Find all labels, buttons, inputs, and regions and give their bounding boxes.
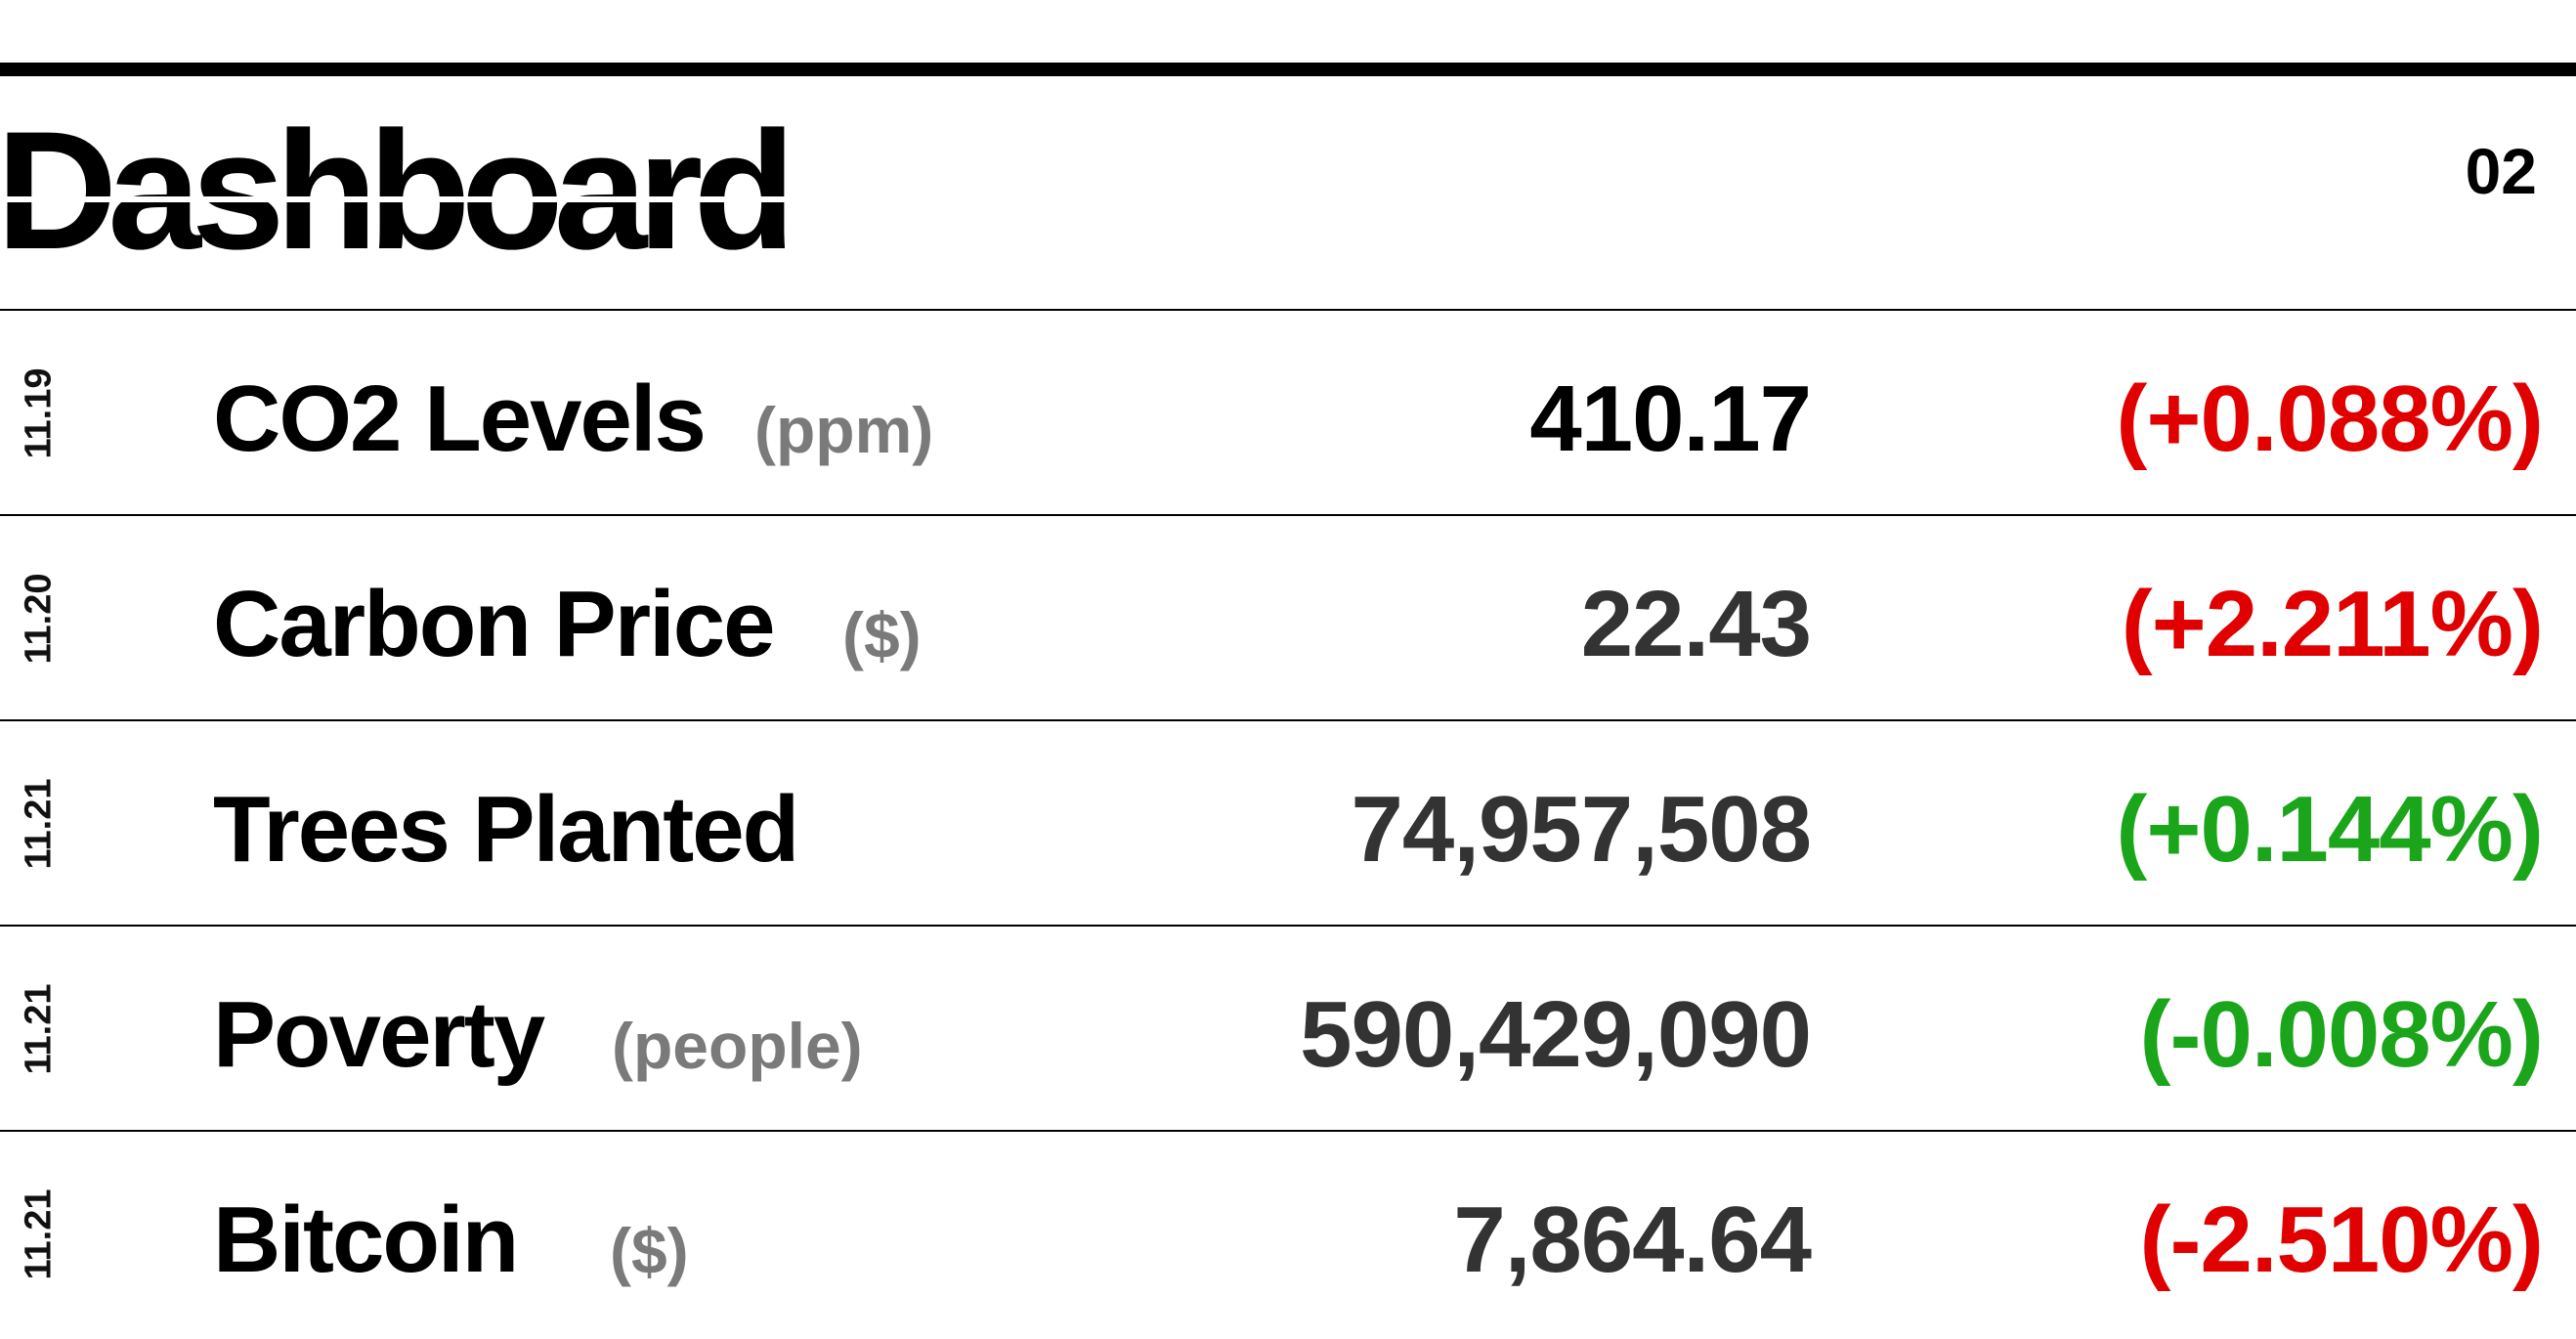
row-unit: ($) [842, 599, 922, 671]
dashboard-row-carbon-price: 11.20 Carbon Price ($) 22.43 (+2.211%) [0, 514, 2576, 719]
row-change: (+2.211%) [2121, 572, 2544, 676]
row-date: 11.21 [18, 1188, 60, 1280]
page-title: Dashboard [0, 103, 787, 279]
row-value: 74,957,508 [1351, 777, 1812, 882]
dashboard-rows: 11.19 CO2 Levels (ppm) 410.17 (+0.088%) … [0, 309, 2576, 1335]
dashboard-row-bitcoin: 11.21 Bitcoin ($) 7,864.64 (-2.510%) [0, 1130, 2576, 1335]
row-unit: ($) [610, 1215, 689, 1287]
row-change: (-2.510%) [2139, 1188, 2544, 1292]
dashboard-row-co2: 11.19 CO2 Levels (ppm) 410.17 (+0.088%) [0, 309, 2576, 514]
row-label: CO2 Levels [213, 367, 707, 471]
row-date: 11.19 [18, 367, 60, 459]
row-change: (+0.144%) [2116, 777, 2544, 882]
dashboard-row-poverty: 11.21 Poverty (people) 590,429,090 (-0.0… [0, 925, 2576, 1130]
row-value: 22.43 [1580, 572, 1812, 676]
row-label: Bitcoin [213, 1188, 519, 1292]
row-label: Trees Planted [213, 777, 799, 882]
row-label: Poverty [213, 982, 545, 1087]
top-rule [0, 63, 2576, 76]
row-change: (-0.008%) [2139, 982, 2544, 1087]
row-label: Carbon Price [213, 572, 776, 676]
row-date: 11.20 [18, 573, 60, 665]
row-date: 11.21 [18, 778, 60, 870]
row-value: 410.17 [1529, 367, 1812, 471]
row-value: 7,864.64 [1453, 1188, 1812, 1292]
dashboard-row-trees-planted: 11.21 Trees Planted 74,957,508 (+0.144%) [0, 719, 2576, 925]
row-change: (+0.088%) [2116, 367, 2544, 471]
row-unit: (people) [612, 1010, 863, 1082]
title-strike-line [0, 196, 831, 202]
row-date: 11.21 [18, 983, 60, 1075]
row-value: 590,429,090 [1300, 982, 1812, 1087]
page-number: 02 [2465, 135, 2537, 207]
row-unit: (ppm) [754, 394, 934, 466]
